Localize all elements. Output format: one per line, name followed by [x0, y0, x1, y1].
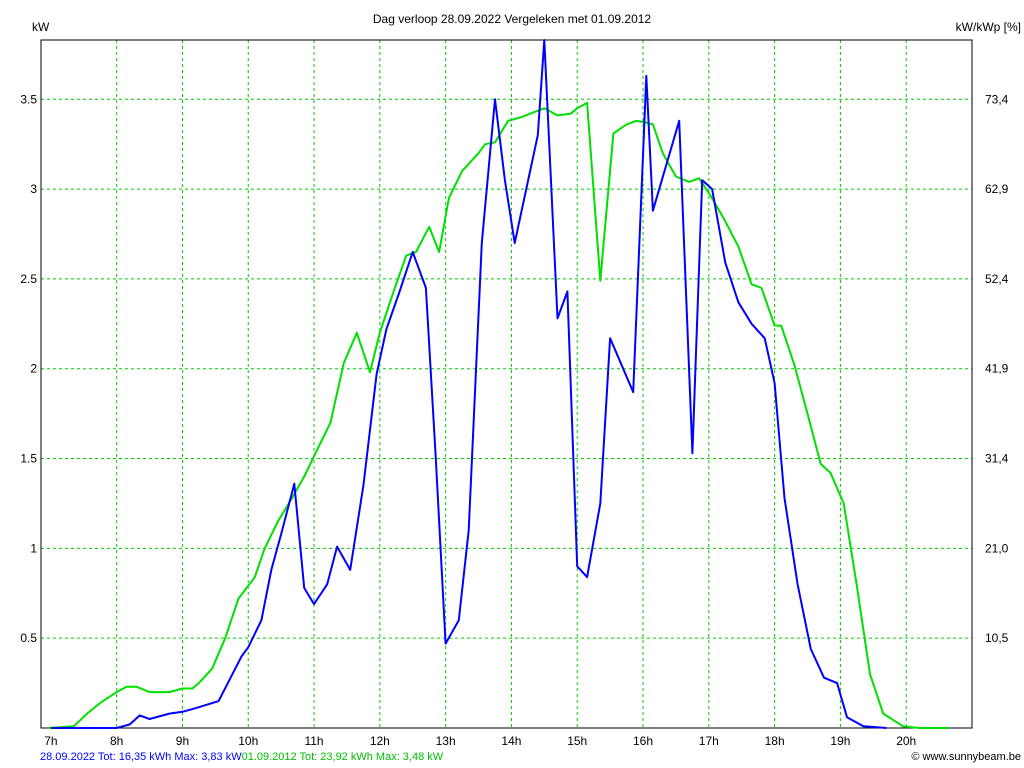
y-tick-label-right: 31,4	[985, 452, 1009, 466]
x-tick-label: 10h	[238, 734, 258, 748]
y-axis-right-label: kW/kWp [%]	[956, 20, 1021, 34]
series-line-28-09-2022	[50, 39, 887, 729]
y-tick-label-right: 21,0	[985, 541, 1009, 555]
grid	[41, 40, 972, 728]
y-tick-label-right: 10,5	[985, 631, 1009, 645]
y-tick-label-left: 0.5	[20, 631, 37, 645]
y-tick-label-right: 62,9	[985, 182, 1009, 196]
tick-labels: 7h 8h 9h 10h 11h 12h 13h 14h 15h 16h 17h 18h 19h 20h 0…	[20, 92, 1008, 748]
summary-2022: 28.09.2022 Tot: 16,35 kWh Max: 3,83 kW	[40, 751, 242, 763]
footer-summary: 28.09.2022 Tot: 16,35 kWh Max: 3,83 kW01…	[40, 751, 443, 763]
x-tick-label: 9h	[176, 734, 189, 748]
x-tick-label: 11h	[304, 734, 323, 748]
x-tick-label: 13h	[436, 734, 456, 748]
x-tick-label: 12h	[370, 734, 390, 748]
x-tick-label: 8h	[110, 734, 123, 748]
x-tick-label: 16h	[633, 734, 653, 748]
summary-2012: 01.09.2012 Tot: 23,92 kWh Max: 3,48 kW	[241, 751, 444, 763]
x-tick-label: 7h	[44, 734, 57, 748]
series-line-01-09-2012	[47, 101, 949, 729]
plot-frame	[40, 39, 973, 729]
y-tick-label-right: 41,9	[985, 362, 1009, 376]
y-tick-label-left: 1.5	[20, 452, 37, 466]
y-tick-label-left: 1	[30, 541, 37, 555]
y-tick-label-left: 3.5	[20, 92, 37, 106]
y-tick-label-left: 2.5	[20, 272, 37, 286]
x-tick-label: 14h	[501, 734, 521, 748]
y-tick-label-right: 52,4	[985, 272, 1009, 286]
x-tick-label: 19h	[830, 734, 850, 748]
series-lines	[47, 39, 949, 729]
x-tick-label: 20h	[896, 734, 916, 748]
x-tick-label: 17h	[699, 734, 719, 748]
y-tick-label-left: 3	[30, 182, 37, 196]
credit-text: © www.sunnybeam.be	[911, 751, 1021, 763]
y-tick-label-left: 2	[30, 362, 37, 376]
chart-title: Dag verloop 28.09.2022 Vergeleken met 01…	[373, 12, 652, 26]
y-axis-left-label: kW	[32, 20, 50, 34]
x-tick-label: 15h	[567, 734, 587, 748]
y-tick-label-right: 73,4	[985, 92, 1009, 106]
x-tick-label: 18h	[765, 734, 785, 748]
